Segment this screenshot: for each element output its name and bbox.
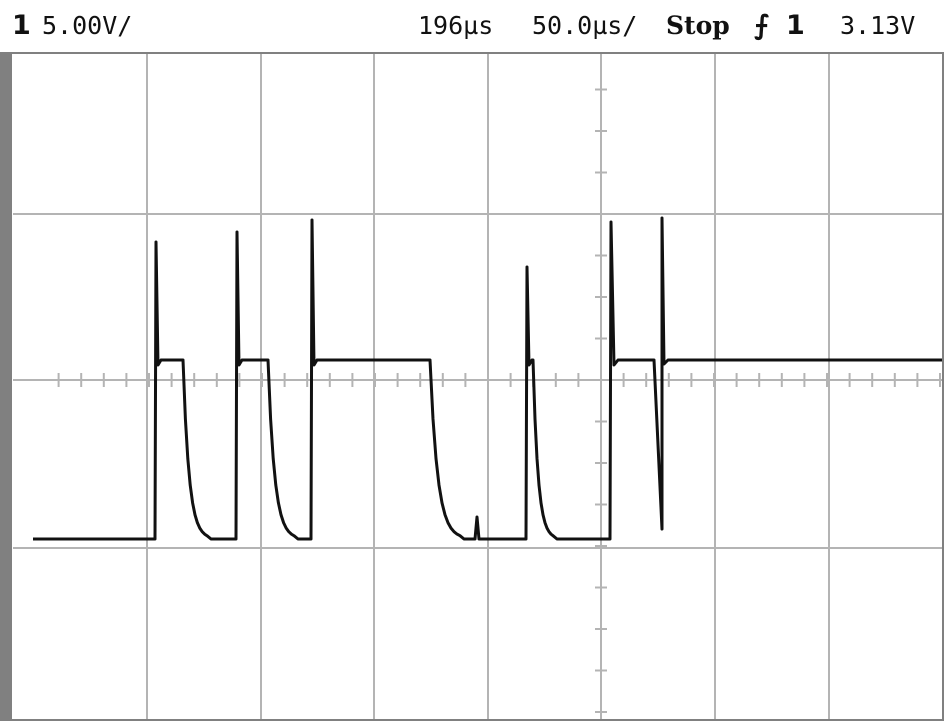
time-position: 196µs	[418, 11, 494, 40]
trigger-source: 1	[786, 10, 805, 41]
channel-1-trace	[33, 216, 942, 541]
screen-bezel-left	[0, 52, 12, 721]
run-state: Stop	[666, 11, 730, 40]
screen-frame	[0, 52, 944, 721]
volts-per-div: 5.00V/	[42, 11, 133, 40]
rising-edge-icon: ⨍	[754, 10, 770, 41]
time-per-div: 50.0µs/	[532, 11, 638, 40]
graticule	[0, 52, 944, 721]
scope-screen	[0, 52, 944, 721]
trigger-level: 3.13V	[840, 11, 916, 40]
status-bar: 1 5.00V/ 196µs 50.0µs/ Stop ⨍ 1 3.13V	[0, 0, 944, 52]
channel-number: 1	[12, 10, 31, 41]
